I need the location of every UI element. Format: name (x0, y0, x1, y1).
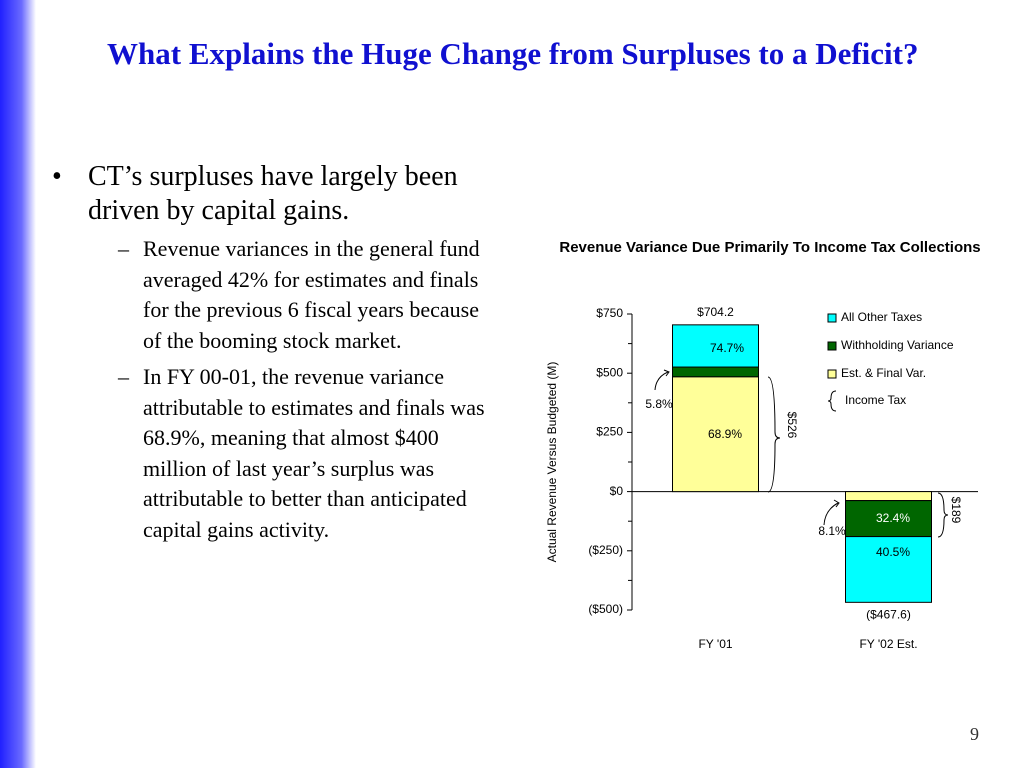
slide-title: What Explains the Huge Change from Surpl… (107, 36, 919, 71)
segment-label: 32.4% (876, 511, 910, 525)
y-tick-label: $750 (596, 306, 623, 320)
y-tick-label: $0 (610, 484, 624, 498)
sub-bullet-text: In FY 00-01, the revenue variance attrib… (143, 364, 485, 542)
page-number: 9 (970, 724, 979, 744)
bar-segment (672, 366, 759, 378)
legend-swatch (827, 369, 837, 379)
bullet-text: CT’s surpluses have largely been driven … (88, 161, 458, 226)
legend-label: Est. & Final Var. (841, 366, 926, 380)
sub-bullet: – In FY 00-01, the revenue variance attri… (118, 362, 493, 545)
bar-segment (845, 500, 932, 538)
segment-label: 8.1% (818, 524, 846, 538)
sub-bullet-text: Revenue variances in the general fund av… (143, 236, 480, 353)
total-label: ($467.6) (866, 607, 911, 621)
dash: – (118, 364, 129, 389)
chart-title: Revenue Variance Due Primarily To Income… (559, 239, 981, 256)
segment-label: 68.9% (708, 427, 742, 441)
arrow (823, 502, 839, 526)
bar-segment (672, 324, 759, 368)
x-tick-label: FY '01 (698, 637, 732, 651)
bullet: • CT’s surpluses have largely been drive… (52, 160, 492, 545)
segment-label: 40.5% (876, 545, 910, 559)
x-tick-label: FY '02 Est. (859, 637, 917, 651)
brace-label: $189 (949, 497, 963, 524)
arrow-head (663, 369, 670, 377)
y-tick-label: $500 (596, 365, 623, 379)
arrow-head (833, 499, 840, 508)
dash: – (118, 236, 129, 261)
side-bar (0, 0, 36, 768)
legend-note: Income Tax (845, 393, 906, 407)
y-tick-label: $250 (596, 425, 623, 439)
brace (767, 376, 781, 493)
brace (937, 492, 949, 538)
legend-swatch (827, 341, 837, 351)
bullet-dot: • (52, 161, 62, 192)
brace-label: $526 (785, 412, 799, 439)
sub-bullet: – Revenue variances in the general fund a… (118, 234, 493, 356)
legend-swatch (827, 313, 837, 323)
y-tick-label: ($250) (588, 543, 623, 557)
y-axis-label: Actual Revenue Versus Budgeted (M) (545, 362, 559, 563)
total-label: $704.2 (697, 305, 734, 319)
segment-label: 74.7% (710, 341, 744, 355)
arrow (654, 371, 669, 391)
y-tick-label: ($500) (588, 602, 623, 616)
legend-brace (827, 390, 837, 412)
legend-label: Withholding Variance (841, 338, 954, 352)
bar-segment (845, 536, 932, 603)
legend-label: All Other Taxes (841, 310, 922, 324)
segment-label: 5.8% (645, 397, 673, 411)
bar-segment (672, 376, 759, 493)
bar-segment (845, 491, 932, 502)
